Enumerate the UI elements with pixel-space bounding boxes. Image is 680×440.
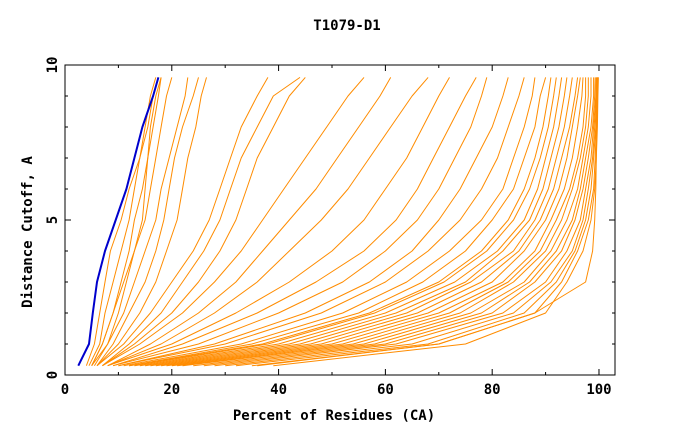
- series-line: [150, 77, 573, 367]
- x-tick-label: 60: [377, 382, 394, 398]
- y-tick-label: 0: [45, 371, 61, 379]
- series-line: [112, 77, 488, 367]
- series-line: [139, 77, 563, 367]
- series-line: [166, 77, 584, 367]
- series-line: [161, 77, 581, 367]
- y-tick-label: 5: [45, 216, 61, 224]
- series-line: [96, 77, 207, 367]
- series-line: [88, 77, 159, 366]
- x-tick-label: 100: [586, 382, 611, 398]
- series-line: [96, 77, 199, 366]
- series-line: [102, 76, 301, 367]
- series-line: [129, 77, 552, 367]
- series-line: [177, 77, 589, 367]
- x-tick-label: 40: [270, 382, 287, 398]
- series-line: [107, 77, 429, 367]
- series-line: [214, 77, 597, 367]
- series-line: [118, 77, 525, 367]
- x-tick-label: 20: [163, 382, 180, 398]
- series-line-highlight: [77, 77, 160, 367]
- series-line: [134, 77, 557, 367]
- x-tick-label: 80: [484, 382, 501, 398]
- series-line: [107, 77, 392, 367]
- x-tick-label: 0: [61, 382, 69, 398]
- series-line: [203, 77, 596, 367]
- series-line: [96, 77, 269, 367]
- series-line: [145, 77, 568, 367]
- chart-title: T1079-D1: [313, 18, 380, 34]
- series-line: [193, 77, 595, 367]
- series-line: [123, 77, 536, 367]
- series-line: [251, 77, 599, 367]
- x-axis-label: Percent of Residues (CA): [233, 408, 435, 424]
- y-tick-label: 10: [45, 57, 61, 74]
- series-line: [91, 77, 173, 366]
- series-line: [118, 77, 509, 367]
- series-line: [129, 77, 547, 367]
- series-layer: [77, 76, 599, 367]
- series-line: [102, 77, 306, 367]
- series-line: [102, 77, 365, 367]
- series-line: [171, 77, 587, 367]
- y-axis-label: Distance Cutoff, A: [20, 156, 36, 308]
- series-line: [225, 77, 598, 367]
- series-line: [112, 77, 477, 367]
- series-line: [257, 77, 599, 367]
- series-line: [182, 77, 592, 367]
- series-line: [93, 77, 189, 366]
- series-line: [155, 77, 579, 367]
- series-line: [273, 77, 599, 367]
- axes: 0 20 40 60 80 100 0 5 10: [45, 57, 615, 398]
- series-line: [107, 77, 450, 367]
- series-line: [235, 77, 598, 367]
- series-line: [91, 77, 162, 366]
